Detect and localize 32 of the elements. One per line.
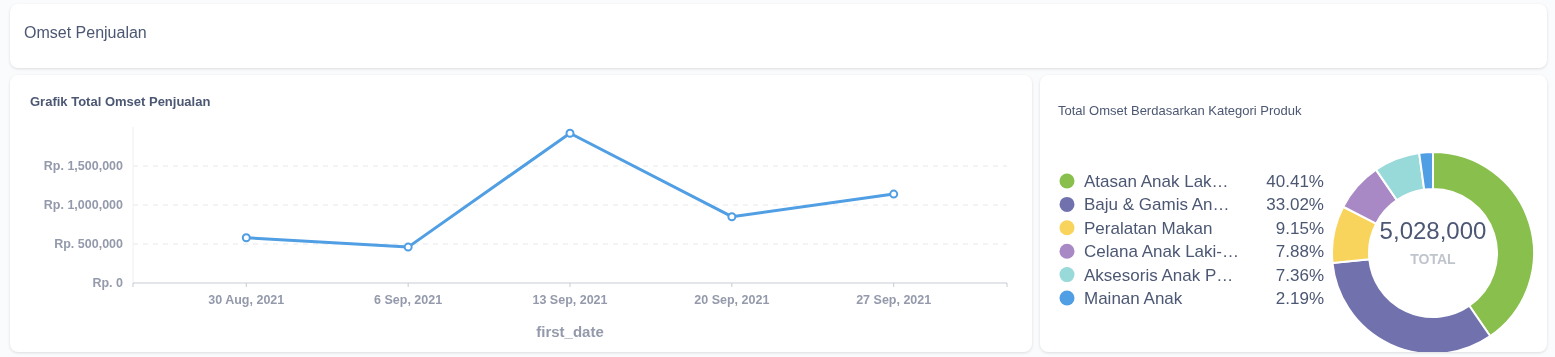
point [565,128,575,138]
y-tick-label: Rp. 500,000 [54,237,124,252]
text: Omset Penjualan [24,24,147,41]
x-tick-label: 30 Aug, 2021 [208,293,285,307]
point [241,233,251,243]
legend-label: Mainan Anak [1084,288,1183,308]
x-axis-title: first_date [536,323,604,340]
x-tick-label: 27 Sep, 2021 [856,293,932,307]
x-tick-label: 13 Sep, 2021 [532,293,608,307]
point [889,189,899,199]
text: TOTAL [1410,251,1457,267]
data-label: 40.41% [1266,171,1324,191]
data-label: 7.88% [1275,242,1324,262]
x-tick-label: 6 Sep, 2021 [374,293,443,307]
legend-label: Atasan Anak Lak… [1084,171,1229,191]
y-tick-label: Rp. 0 [92,276,124,291]
chart-title: Grafik Total Omset Penjualan [30,94,211,109]
legend-label: Baju & Gamis An… [1084,195,1230,215]
point [727,212,737,222]
legend-label: Aksesoris Anak P… [1084,265,1234,285]
data-label: 2.19% [1275,288,1324,308]
legend-label: Peralatan Makan [1084,218,1213,238]
y-tick-label: Rp. 1,500,000 [43,159,124,174]
legend-label: Celana Anak Laki-… [1084,242,1239,262]
chart-title: Total Omset Berdasarkan Kategori Produk [1058,103,1303,118]
text: 5,028,000 [1379,217,1487,244]
point [403,242,413,252]
data-label: 33.02% [1266,195,1324,215]
data-label: 9.15% [1275,218,1324,238]
x-tick-label: 20 Sep, 2021 [694,293,770,307]
data-label: 7.36% [1275,265,1324,285]
y-tick-label: Rp. 1,000,000 [43,198,124,213]
